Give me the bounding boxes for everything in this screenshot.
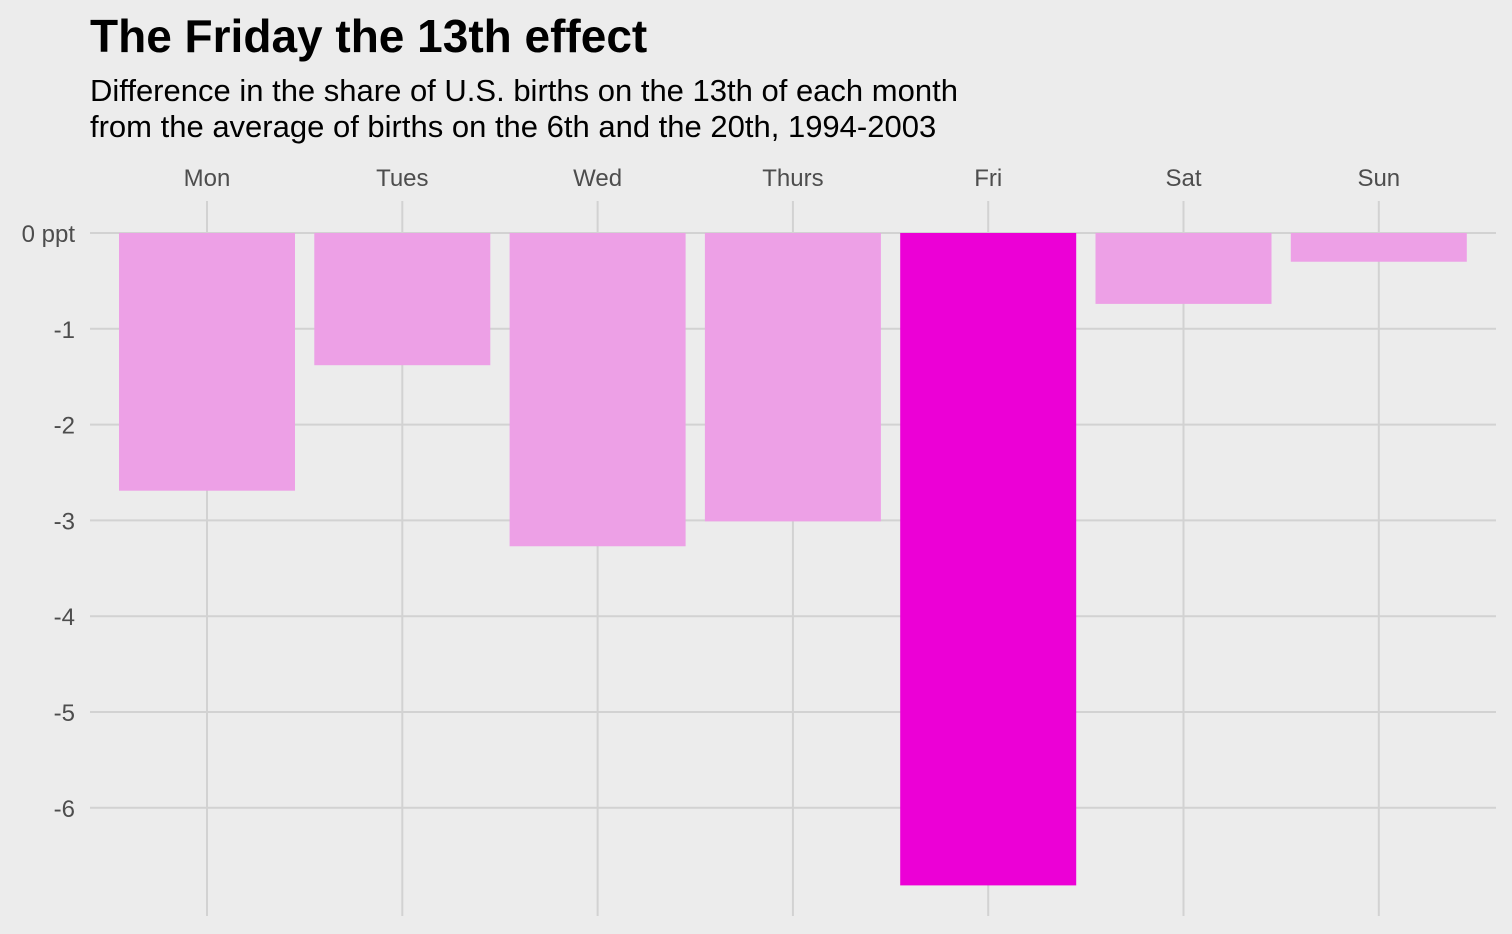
chart-subtitle-line-2: from the average of births on the 6th an… (90, 109, 937, 144)
x-axis-ticks: Mon Tues Wed Thurs Fri Sat Sun (184, 165, 1400, 192)
y-tick-label: -6 (54, 796, 75, 823)
bar-thurs (704, 233, 881, 522)
chart-subtitle-line-1: Difference in the share of U.S. births o… (90, 73, 958, 108)
chart-title: The Friday the 13th effect (90, 10, 648, 62)
bar-sat (1095, 233, 1272, 304)
bars (119, 233, 1467, 886)
bar-sun (1290, 233, 1467, 262)
y-tick-label: -1 (54, 317, 75, 344)
x-tick-label: Wed (573, 165, 622, 192)
bar-tues (314, 233, 491, 366)
y-tick-label: -2 (54, 413, 75, 440)
bar-mon (119, 233, 295, 491)
x-tick-label: Sun (1357, 165, 1400, 192)
x-tick-label: Fri (974, 165, 1002, 192)
x-tick-label: Mon (184, 165, 231, 192)
y-tick-label: -3 (54, 508, 75, 535)
x-tick-label: Thurs (762, 165, 823, 192)
bar-wed (509, 233, 686, 547)
x-tick-label: Sat (1165, 165, 1201, 192)
y-tick-label: -4 (54, 604, 75, 631)
bar-fri (900, 233, 1077, 886)
y-tick-label: 0 ppt (22, 221, 76, 248)
y-axis-ticks: 0 ppt -1 -2 -3 -4 -5 -6 (22, 221, 76, 823)
x-tick-label: Tues (376, 165, 428, 192)
y-tick-label: -5 (54, 700, 75, 727)
